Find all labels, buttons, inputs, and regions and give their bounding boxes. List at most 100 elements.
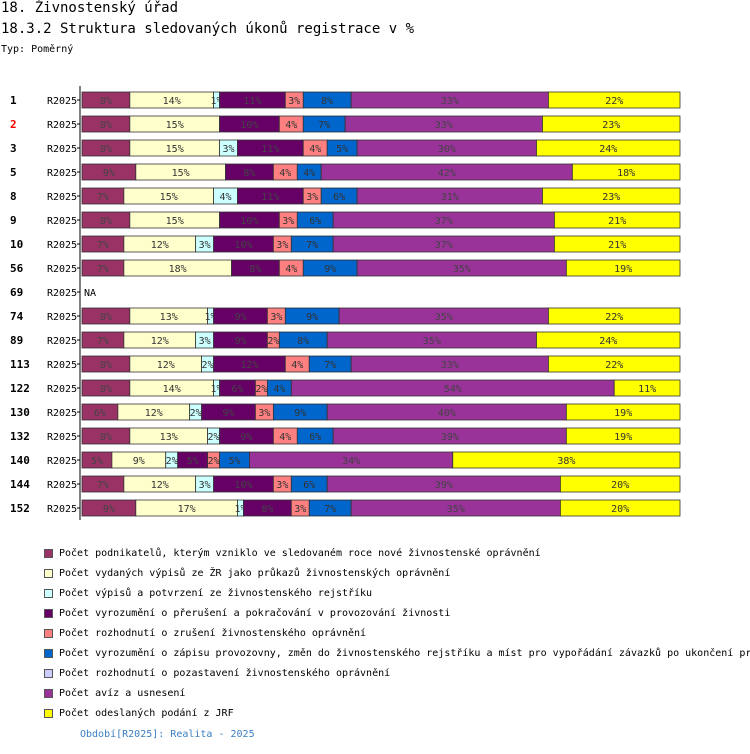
row-label: 122: [10, 382, 30, 395]
legend-label: Počet podnikatelů, kterým vzniklo ve sle…: [59, 547, 541, 559]
data-label: 8%: [100, 384, 112, 395]
data-label: 24%: [599, 336, 617, 347]
data-label: 11%: [243, 96, 261, 107]
data-label: 6%: [303, 480, 315, 491]
legend-label: Počet rozhodnutí o zrušení živnostenskéh…: [59, 627, 367, 639]
legend-swatch: [44, 568, 53, 578]
bar-segment: [571, 163, 681, 181]
data-label: 22%: [605, 360, 623, 371]
data-label: 1%: [211, 96, 223, 107]
row-label: 3: [10, 142, 17, 155]
row-label: 8: [10, 190, 17, 203]
na-label: NA: [84, 288, 96, 299]
data-label: 7%: [306, 240, 318, 251]
period-label: R2025: [47, 456, 77, 467]
data-label: 9%: [103, 504, 115, 515]
data-label: 20%: [611, 480, 629, 491]
data-label: 8%: [100, 144, 112, 155]
data-label: 21%: [608, 240, 626, 251]
data-label: 3%: [288, 96, 300, 107]
chart-title: 18.3.2 Struktura sledovaných úkonů regis…: [1, 21, 415, 37]
row-label: 152: [10, 502, 30, 515]
data-label: 35%: [453, 264, 471, 275]
data-label: 3%: [258, 408, 270, 419]
legend-item: Počet odeslaných podání z JRF: [44, 703, 750, 723]
bar-segment: [565, 427, 681, 445]
data-label: 8%: [321, 96, 333, 107]
legend-label: Počet vydaných výpisů ze ŽR jako průkazů…: [59, 567, 451, 579]
data-label: 5%: [336, 144, 348, 155]
data-label: 9%: [234, 312, 246, 323]
legend-item: Počet rozhodnutí o pozastavení živnosten…: [44, 663, 750, 683]
bar-segment: [565, 259, 681, 277]
data-label: 21%: [608, 216, 626, 227]
bar-segment: [548, 91, 681, 109]
legend-item: Počet vyrozumění o přerušení a pokračová…: [44, 603, 750, 623]
bar-segment: [536, 331, 681, 349]
data-label: 8%: [100, 312, 112, 323]
period-label: R2025: [47, 144, 77, 155]
row-label: 113: [10, 358, 30, 371]
legend-swatch: [44, 708, 53, 718]
data-label: 12%: [145, 408, 163, 419]
row-label: 89: [10, 334, 23, 347]
data-label: 13%: [160, 312, 178, 323]
data-label: 3%: [282, 216, 294, 227]
data-label: 15%: [166, 120, 184, 131]
data-label: 4%: [273, 384, 285, 395]
data-label: 4%: [279, 432, 291, 443]
period-label: R2025: [47, 360, 77, 371]
data-label: 1%: [234, 504, 246, 515]
data-label: 7%: [324, 360, 336, 371]
legend-swatch: [44, 648, 53, 658]
data-label: 10%: [234, 240, 252, 251]
row-label: 2: [10, 118, 17, 131]
data-label: 1%: [211, 384, 223, 395]
legend-item: Počet vyrozumění o zápisu provozovny, zm…: [44, 643, 750, 663]
data-label: 14%: [163, 384, 181, 395]
data-label: 6%: [309, 216, 321, 227]
period-label: R2025: [47, 216, 77, 227]
data-label: 20%: [611, 504, 629, 515]
data-label: 12%: [151, 480, 169, 491]
data-label: 12%: [151, 336, 169, 347]
data-label: 22%: [605, 312, 623, 323]
legend-label: Počet vyrozumění o zápisu provozovny, zm…: [59, 647, 750, 659]
period-label: R2025: [47, 192, 77, 203]
data-label: 2%: [166, 456, 178, 467]
legend-swatch: [44, 628, 53, 638]
data-label: 5%: [228, 456, 240, 467]
row-label: 130: [10, 406, 30, 419]
data-label: 6%: [309, 432, 321, 443]
bar-segment: [565, 403, 681, 421]
page-title: 18. Živnostenský úřad: [1, 0, 179, 16]
data-label: 9%: [306, 312, 318, 323]
data-label: 12%: [151, 240, 169, 251]
data-label: 11%: [261, 192, 279, 203]
legend-swatch: [44, 588, 53, 598]
legend-label: Počet odeslaných podání z JRF: [59, 707, 234, 719]
data-label: 12%: [240, 360, 258, 371]
data-label: 5%: [187, 456, 199, 467]
legend-swatch: [44, 548, 53, 558]
row-label: 5: [10, 166, 17, 179]
data-label: 35%: [435, 312, 453, 323]
period-label: R2025: [47, 312, 77, 323]
bar-segment: [554, 235, 681, 253]
data-label: 42%: [438, 168, 456, 179]
period-label: R2025: [47, 408, 77, 419]
data-label: 54%: [444, 384, 462, 395]
data-label: 9%: [103, 168, 115, 179]
legend-item: Počet výpisů a potvrzení ze živnostenské…: [44, 583, 750, 603]
data-label: 12%: [157, 360, 175, 371]
data-label: 2%: [267, 336, 279, 347]
data-label: 33%: [435, 120, 453, 131]
data-label: 15%: [172, 168, 190, 179]
data-label: 14%: [163, 96, 181, 107]
data-label: 2%: [208, 432, 220, 443]
data-label: 2%: [190, 408, 202, 419]
data-label: 9%: [222, 408, 234, 419]
data-label: 22%: [605, 96, 623, 107]
legend-swatch: [44, 608, 53, 618]
data-label: 3%: [294, 504, 306, 515]
